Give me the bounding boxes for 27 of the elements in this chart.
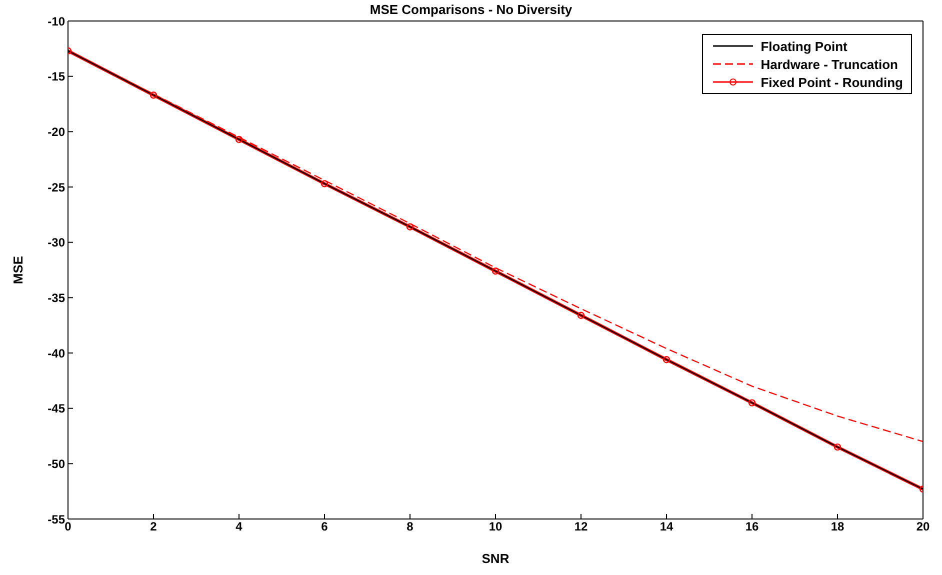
x-tick-label: 16 [745,520,759,534]
y-tick-label: -30 [48,236,66,250]
legend-label: Floating Point [760,38,848,54]
y-tick-label: -50 [48,456,66,471]
y-tick-label: -20 [48,124,66,139]
x-tick-label: 14 [660,520,674,534]
y-tick-label: -40 [48,346,66,360]
x-axis-title: SNR [482,551,510,566]
y-tick-label: -35 [48,290,66,305]
y-tick-label: -25 [48,180,66,194]
y-axis-title: MSE [10,256,26,284]
x-tick-label: 4 [236,520,243,534]
x-tick-label: 8 [406,520,414,534]
x-tick-label: 2 [150,520,158,534]
x-tick-label: 0 [64,520,72,534]
x-tick-label: 18 [830,520,844,534]
legend-label: Fixed Point - Rounding [760,74,903,90]
y-tick-label: -10 [48,14,66,28]
legend-label: Hardware - Truncation [760,56,898,72]
y-tick-label: -55 [48,512,66,526]
x-tick-label: 20 [916,520,930,534]
x-tick-label: 6 [321,520,328,534]
x-tick-label: 10 [488,520,502,534]
y-tick-label: -15 [48,70,66,84]
y-tick-label: -45 [48,402,66,416]
x-tick-label: 12 [574,520,588,534]
chart-title: MSE Comparisons - No Diversity [368,2,574,17]
